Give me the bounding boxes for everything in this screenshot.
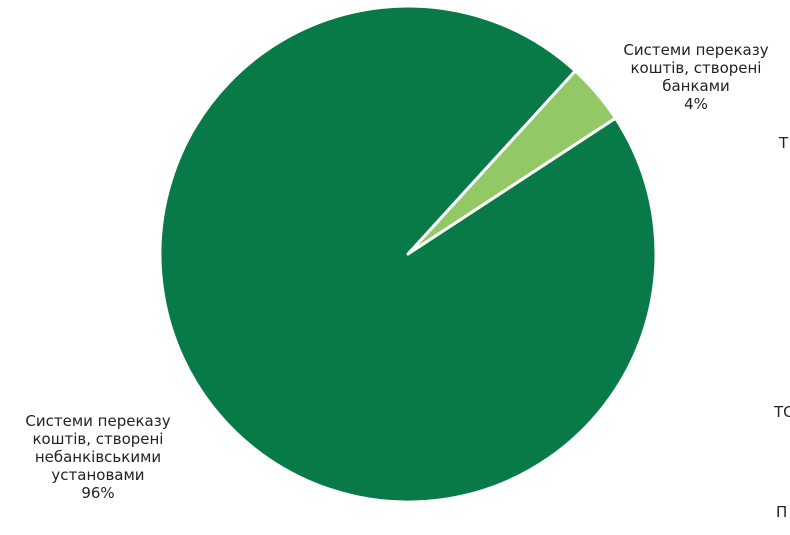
pie-slices xyxy=(158,4,658,504)
slice-label-banks: Системи переказу коштів, створені банкам… xyxy=(601,41,790,113)
slice-label-banks-line-3: банками xyxy=(662,77,730,95)
pie-slice-nonbanks xyxy=(158,4,658,504)
clipped-edge-text-3: П xyxy=(776,503,788,521)
clipped-edge-text-1: Т xyxy=(779,134,789,152)
slice-label-nonbanks-line-1: Системи переказу xyxy=(25,412,171,430)
slice-label-nonbanks-line-2: коштів, створені xyxy=(32,430,164,448)
slice-value-nonbanks: 96% xyxy=(81,484,115,502)
slice-label-nonbanks-line-4: установами xyxy=(51,466,145,484)
slice-label-banks-line-1: Системи переказу xyxy=(623,41,769,59)
slice-value-banks: 4% xyxy=(684,95,708,113)
clipped-edge-text-2: ТС xyxy=(774,403,790,421)
slice-label-nonbanks: Системи переказу коштів, створені небанк… xyxy=(0,412,196,502)
slice-label-banks-line-2: коштів, створені xyxy=(630,59,762,77)
slice-label-nonbanks-line-3: небанківськими xyxy=(34,448,162,466)
